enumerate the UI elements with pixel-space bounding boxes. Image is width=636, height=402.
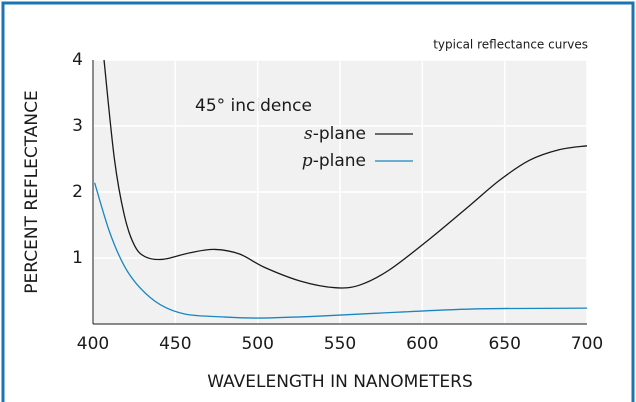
chart-title: typical reflectance curves bbox=[433, 38, 588, 52]
x-tick-label: 400 bbox=[77, 334, 109, 354]
y-tick-label: 2 bbox=[72, 182, 83, 202]
y-tick-label: 1 bbox=[72, 248, 83, 268]
legend-label: s-plane bbox=[304, 124, 366, 145]
y-axis-label: PERCENT REFLECTANCE bbox=[22, 90, 42, 294]
x-tick-label: 550 bbox=[324, 334, 356, 354]
line bbox=[94, 182, 588, 319]
y-tick-label: 3 bbox=[72, 116, 83, 136]
y-tick-label: 4 bbox=[72, 50, 83, 70]
legend-label: p-plane bbox=[302, 151, 366, 172]
x-tick-label: 600 bbox=[406, 334, 438, 354]
annotation: 45° incidence bbox=[195, 96, 312, 116]
x-tick-label: 700 bbox=[571, 334, 603, 354]
x-tick-label: 650 bbox=[488, 334, 520, 354]
x-tick-label: 500 bbox=[241, 334, 273, 354]
line bbox=[103, 59, 588, 289]
x-tick-label: 450 bbox=[159, 334, 191, 354]
x-axis-label: WAVELENGTH IN NANOMETERS bbox=[207, 372, 473, 392]
